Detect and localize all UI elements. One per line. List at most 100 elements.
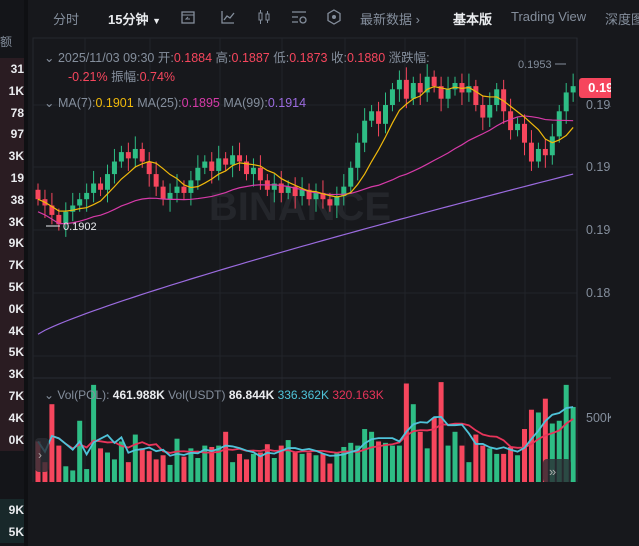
vol-pol-label: Vol(POL): [57,388,110,402]
high-label: 高: [215,51,232,65]
collapse-icon[interactable]: ⌄ [44,51,55,65]
order-amount: 5K [0,276,24,298]
volume-bar [570,406,576,482]
candle-type-icon[interactable] [256,9,272,28]
candle-body [188,180,194,193]
vol-ma5-value: 336.362K [277,388,329,402]
candle-body [327,199,333,206]
candle-body [230,155,236,165]
order-amount: 3K [0,210,24,233]
volume-bar [63,466,69,482]
candle-body [563,92,569,112]
low-label: 低: [273,51,290,65]
volume-bar [216,445,222,482]
candle-body [508,111,514,131]
volume-bar [348,442,354,482]
candle-body [376,111,382,124]
volume-bar [563,384,569,482]
volume-bar [105,452,110,482]
candle-body [118,152,124,162]
hexagon-icon[interactable] [326,9,342,28]
candle-body [139,148,145,162]
volume-bar [299,453,305,482]
tab-trading-view[interactable]: Trading View [511,9,587,24]
volume-bar [209,446,215,482]
price-tick: 0.1920 [586,160,611,174]
order-amount: 1K [0,79,24,102]
open-label: 开: [157,51,174,65]
volume-bar [542,398,548,482]
candle-body [98,183,104,190]
candle-body [195,167,201,181]
order-amount: 9K [0,499,24,521]
collapse-icon[interactable]: ⌄ [44,388,55,402]
candle-body [459,83,465,93]
order-amount: 78 [0,101,24,124]
candle-body [355,142,361,168]
volume-bar [396,445,402,482]
interval-label: 15分钟 [108,12,149,27]
order-amount: 97 [0,123,24,146]
candle-body [473,86,479,105]
interval-select[interactable]: 15分钟 ▼ [108,9,161,28]
candle-body [417,83,423,93]
volume-bar [556,420,562,482]
volume-bar [549,423,555,482]
scroll-left-button[interactable] [35,438,49,472]
vol-usdt-label: Vol(USDT) [168,388,226,402]
open-value: 0.1884 [173,51,213,65]
candle-body [515,123,521,131]
candle-body [542,148,548,156]
tab-time-share[interactable]: 分时 [53,12,80,27]
order-amount: 5K [0,341,24,364]
volume-bar [49,404,55,482]
settings-icon[interactable] [290,9,308,28]
candle-body [299,189,305,197]
volume-bar [501,453,507,482]
candle-body [56,214,62,225]
vol-ma10-line [37,418,574,454]
candle-body [528,142,534,162]
indicator-icon[interactable] [220,9,236,28]
kline-chart[interactable]: BINANCE0.19400.19200.19000.1880500K02:00… [0,0,611,482]
ma25-value: 0.1895 [181,96,220,110]
tab-basic[interactable]: 基本版 [453,12,493,27]
volume-bar [264,444,270,482]
volume-bar [327,463,333,482]
candle-body [49,205,55,215]
close-value: 0.1880 [346,51,386,65]
collapse-icon[interactable]: ⌄ [44,96,55,110]
order-amount: 0K [0,297,24,320]
candle-body [292,186,298,197]
volume-bar [181,456,187,482]
volume-bar [383,442,388,482]
volume-bar [410,404,416,482]
calendar-icon[interactable] [180,9,196,28]
candle-body [271,183,277,190]
candle-body [306,189,312,200]
candle-body [63,211,69,225]
candle-body [125,152,131,159]
candle-body [466,86,472,93]
volume-bar [91,384,97,482]
candle-body [556,111,562,137]
volume-bar [480,445,486,482]
candle-body [431,76,437,87]
volume-bar [56,445,62,482]
latest-data-link[interactable]: 最新数据 › [360,9,420,28]
candle-body [132,148,138,159]
volume-bar [278,445,284,482]
caret-down-icon: ▼ [152,16,162,26]
scroll-to-latest-button[interactable] [543,459,571,482]
volume-bar [306,452,312,482]
volume-bar [431,418,437,482]
volume-bar [167,464,173,482]
volume-bar [494,453,500,482]
vol-ma5-line [37,406,574,458]
candle-body [250,167,256,175]
candle-body [111,161,117,175]
volume-bar [132,434,138,482]
tab-depth[interactable]: 深度图 [605,12,639,27]
candle-body [257,167,263,181]
chevron-left-icon: › [38,448,42,462]
